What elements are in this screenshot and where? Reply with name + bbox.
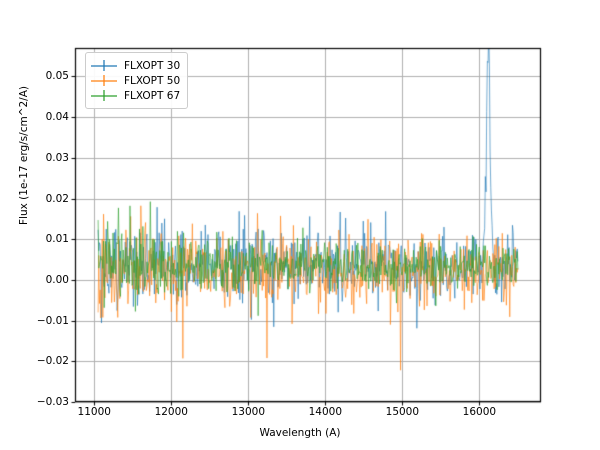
y-tick-label: −0.01 [36, 314, 69, 327]
legend-label: FLXOPT 67 [124, 89, 181, 102]
x-tick-label: 12000 [154, 406, 188, 418]
y-axis-label: Flux (1e-17 erg/s/cm^2/A) [18, 86, 30, 225]
y-tick-label: 0.02 [45, 192, 69, 205]
y-tick-label: 0.00 [45, 273, 69, 286]
x-tick-label: 16000 [462, 406, 497, 418]
legend-label: FLXOPT 50 [124, 74, 181, 87]
y-tick-label: −0.02 [36, 355, 69, 368]
y-tick-label: −0.03 [36, 396, 69, 408]
x-axis-label: Wavelength (A) [259, 427, 341, 439]
legend-item: FLXOPT 30 [91, 58, 180, 73]
y-tick-label: 0.01 [45, 233, 69, 246]
x-tick-label: 14000 [308, 406, 343, 418]
y-tick-label: 0.03 [45, 151, 69, 164]
legend-label: FLXOPT 30 [124, 59, 181, 72]
legend-color-swatch [91, 75, 117, 86]
legend-item: FLXOPT 67 [91, 88, 180, 103]
legend-color-swatch [91, 90, 117, 101]
x-tick-label: 15000 [385, 406, 420, 418]
legend-item: FLXOPT 50 [91, 73, 180, 88]
legend: FLXOPT 30 FLXOPT 50 FLXOPT 67 [85, 52, 189, 109]
y-tick-label: 0.04 [45, 111, 69, 124]
x-tick-label: 13000 [231, 406, 265, 418]
legend-color-swatch [91, 60, 117, 71]
x-tick-label: 11000 [77, 406, 111, 418]
y-tick-label: 0.05 [45, 70, 69, 83]
